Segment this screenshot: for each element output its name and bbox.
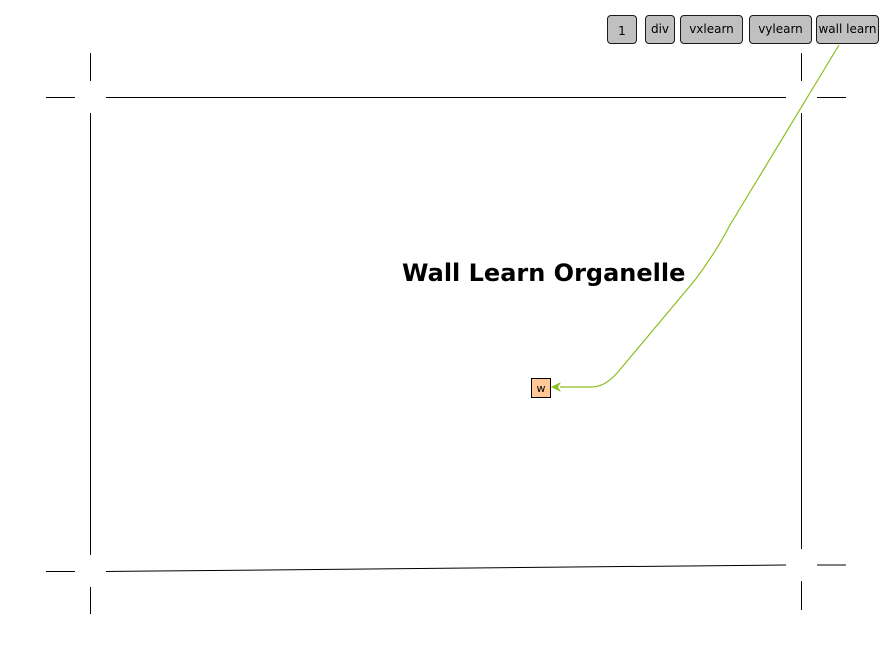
wall-learn-connector xyxy=(560,44,840,388)
toolbar-button-vxlearn[interactable]: vxlearn xyxy=(680,15,743,44)
bottom-border-line xyxy=(105,564,787,572)
toolbar-button-vylearn[interactable]: vylearn xyxy=(749,15,812,44)
diagram-title: Wall Learn Organelle xyxy=(402,259,686,287)
toolbar-button-1[interactable]: 1 xyxy=(607,15,637,44)
node-w[interactable]: w xyxy=(531,378,551,398)
toolbar-button-div[interactable]: div xyxy=(645,15,675,44)
toolbar-button-wall-learn[interactable]: wall learn xyxy=(816,15,879,44)
connector-arrowhead xyxy=(551,382,561,392)
